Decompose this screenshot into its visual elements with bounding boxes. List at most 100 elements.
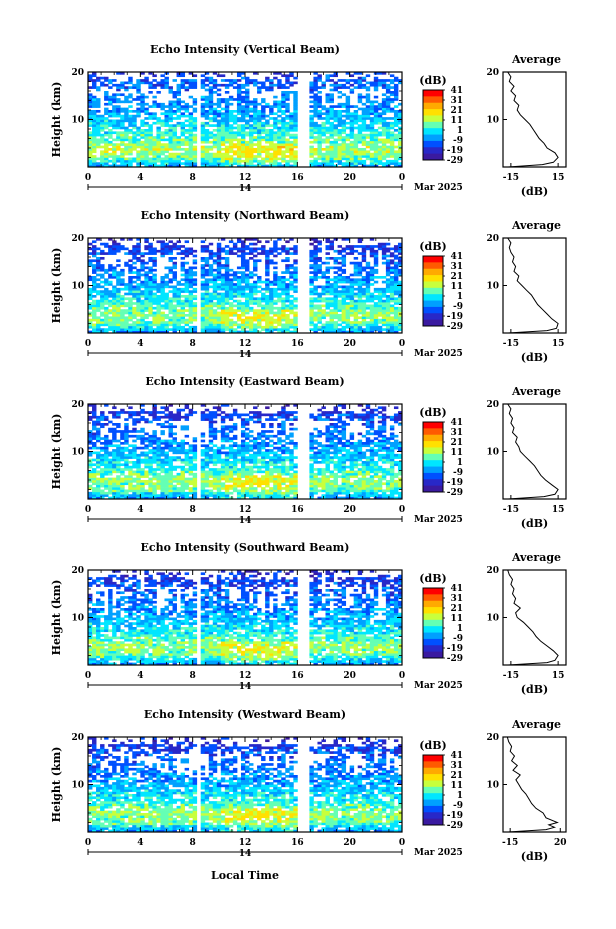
heatmap-cell: [152, 418, 157, 421]
heatmap-cell: [357, 309, 363, 312]
heatmap-cell: [393, 323, 399, 327]
heatmap-cell: [285, 249, 290, 253]
heatmap-cell: [104, 446, 109, 450]
heatmap-cell: [357, 93, 363, 97]
heatmap-cell: [192, 304, 198, 308]
heatmap-cell: [325, 155, 330, 158]
heatmap-cell: [156, 415, 161, 419]
heatmap-cell: [281, 91, 286, 94]
heatmap-cell: [160, 252, 165, 255]
heatmap-cell: [397, 119, 403, 123]
heatmap-cell: [337, 105, 343, 108]
heatmap-cell: [389, 316, 395, 320]
heatmap-cell: [96, 470, 101, 474]
heatmap-cell: [168, 487, 173, 490]
heatmap-cell: [164, 76, 169, 80]
heatmap-cell: [168, 86, 173, 89]
heatmap-cell: [269, 148, 274, 151]
heatmap-cell: [132, 449, 137, 452]
heatmap-cell: [136, 458, 141, 462]
heatmap-cell: [96, 131, 101, 135]
colorbar-tick-label: 41: [450, 252, 463, 262]
heatmap-cell: [188, 271, 194, 274]
heatmap-cell: [204, 314, 210, 317]
heatmap-cell: [253, 280, 258, 284]
heatmap-cell: [176, 124, 181, 127]
heatmap-cell: [140, 159, 145, 163]
heatmap-cell: [289, 306, 294, 310]
heatmap-cell: [325, 287, 330, 291]
heatmap-cell: [389, 152, 395, 156]
heatmap-cell: [397, 290, 403, 293]
heatmap-cell: [168, 162, 173, 165]
heatmap-cell: [381, 302, 387, 305]
heatmap-cell: [257, 316, 262, 320]
heatmap-cell: [100, 446, 105, 450]
heatmap-cell: [245, 121, 250, 125]
heatmap-cell: [100, 323, 105, 327]
heatmap-cell: [224, 157, 230, 161]
heatmap-cell: [96, 302, 101, 305]
heatmap-cell: [136, 102, 141, 106]
heatmap-cell: [381, 164, 387, 168]
heatmap-cell: [156, 328, 161, 331]
heatmap-cell: [353, 266, 359, 270]
heatmap-cell: [88, 311, 93, 315]
heatmap-cell: [136, 143, 141, 146]
heatmap-cell: [341, 271, 347, 274]
heatmap-cell: [349, 148, 355, 151]
heatmap-cell: [188, 252, 194, 255]
heatmap-cell: [265, 150, 270, 154]
heatmap-cell: [249, 309, 254, 312]
heatmap-cell: [381, 79, 387, 82]
heatmap-cell: [309, 119, 314, 123]
heatmap-cell: [313, 110, 318, 113]
heatmap-cell: [369, 133, 375, 137]
heatmap-cell: [112, 468, 117, 471]
heatmap-cell: [92, 323, 97, 327]
heatmap-cell: [216, 162, 222, 165]
colorbar-swatch: [423, 128, 443, 135]
heatmap-cell: [313, 290, 318, 293]
heatmap-cell: [112, 105, 117, 108]
heatmap-cell: [333, 157, 338, 161]
heatmap-cell: [168, 306, 173, 310]
heatmap-cell: [116, 316, 121, 320]
heatmap-cell: [220, 133, 226, 137]
heatmap-cell: [128, 86, 133, 89]
heatmap-cell: [369, 138, 375, 142]
heatmap-cell: [192, 126, 198, 130]
heatmap-cell: [353, 249, 359, 253]
heatmap-cell: [92, 268, 97, 272]
heatmap-cell: [365, 247, 371, 251]
heatmap-cell: [228, 133, 234, 137]
heatmap-cell: [329, 126, 334, 130]
heatmap-cell: [265, 314, 270, 317]
heatmap-cell: [124, 285, 129, 289]
heatmap-cell: [349, 280, 355, 284]
heatmap-cell: [261, 164, 266, 168]
heatmap-cell: [273, 162, 278, 165]
heatmap-cell: [172, 140, 177, 144]
heatmap-cell: [212, 290, 218, 293]
heatmap-cell: [232, 247, 238, 251]
heatmap-cell: [345, 157, 351, 161]
heatmap-cell: [397, 314, 403, 317]
heatmap-cell: [249, 145, 254, 149]
heatmap-cell: [224, 112, 230, 116]
heatmap-cell: [136, 86, 141, 89]
heatmap-cell: [128, 318, 133, 322]
heatmap-cell: [224, 114, 230, 118]
heatmap-cell: [116, 290, 121, 293]
heatmap-cell: [168, 159, 173, 163]
heatmap-cell: [132, 444, 137, 448]
heatmap-cell: [160, 299, 165, 303]
heatmap-cell: [321, 162, 326, 165]
heatmap-cell: [112, 465, 117, 469]
heatmap-cell: [100, 496, 105, 500]
heatmap-cell: [104, 102, 109, 106]
heatmap-cell: [249, 136, 254, 139]
heatmap-cell: [349, 325, 355, 329]
heatmap-cell: [168, 423, 173, 426]
heatmap-cell: [212, 280, 218, 284]
